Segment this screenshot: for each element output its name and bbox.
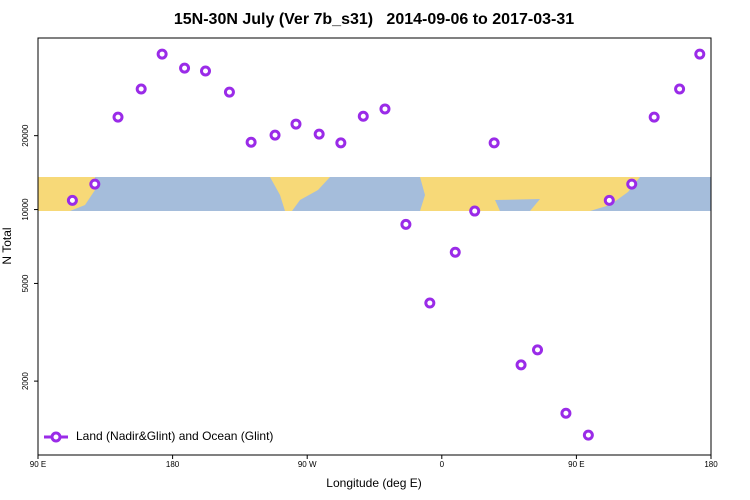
point <box>582 429 594 441</box>
point <box>245 136 257 148</box>
x-tick-label: 0 <box>440 460 445 469</box>
point <box>269 129 281 141</box>
point <box>112 111 124 123</box>
point <box>694 48 706 60</box>
x-tick-label: 180 <box>704 460 718 469</box>
point <box>89 178 101 190</box>
point <box>156 48 168 60</box>
x-tick-label: 90 W <box>298 460 317 469</box>
y-tick-label: 20000 <box>21 124 30 147</box>
point <box>603 194 615 206</box>
point <box>626 178 638 190</box>
y-tick-label: 2000 <box>21 372 30 390</box>
point <box>674 83 686 95</box>
x-axis-label: Longitude (deg E) <box>326 476 421 490</box>
point <box>357 110 369 122</box>
y-axis-label: N Total <box>0 227 14 264</box>
x-tick-label: 180 <box>166 460 180 469</box>
x-tick-label: 90 E <box>568 460 584 469</box>
point <box>424 297 436 309</box>
point <box>179 62 191 74</box>
point <box>515 359 527 371</box>
y-tick-label: 5000 <box>21 274 30 292</box>
point <box>379 103 391 115</box>
point <box>335 137 347 149</box>
point <box>290 118 302 130</box>
legend-marker <box>50 431 62 443</box>
x-tick-label: 90 E <box>30 460 46 469</box>
y-tick-label: 10000 <box>21 198 30 221</box>
point <box>532 344 544 356</box>
chart-title: 15N-30N July (Ver 7b_s31) 2014-09-06 to … <box>174 11 574 28</box>
point <box>200 65 212 77</box>
point <box>560 407 572 419</box>
plot-frame <box>37 37 712 456</box>
point <box>66 194 78 206</box>
point <box>449 246 461 258</box>
map-band <box>38 177 711 211</box>
legend-label: Land (Nadir&Glint) and Ocean (Glint) <box>76 429 273 443</box>
point <box>400 218 412 230</box>
point <box>313 128 325 140</box>
point <box>135 83 147 95</box>
point <box>488 137 500 149</box>
point <box>223 86 235 98</box>
point <box>469 205 481 217</box>
point <box>648 111 660 123</box>
